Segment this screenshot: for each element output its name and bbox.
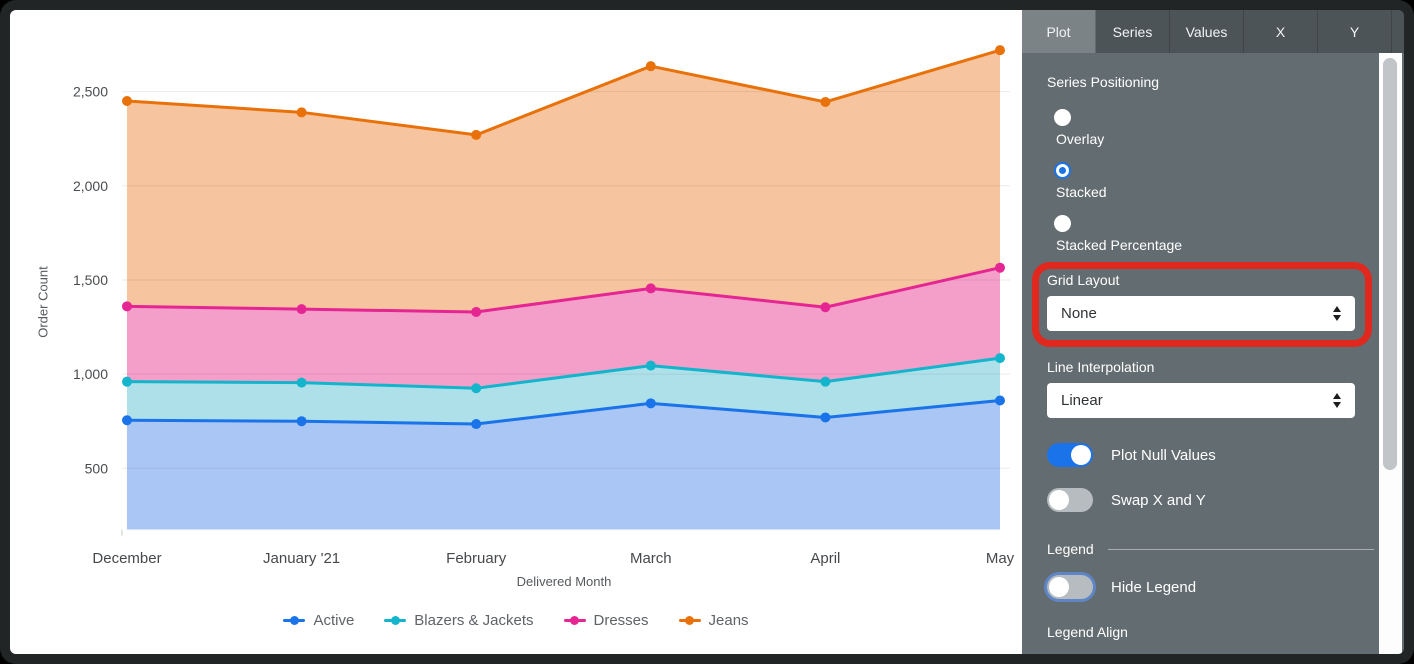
tab-y[interactable]: Y [1318,10,1392,53]
radio-stacked-percentage-label: Stacked Percentage [1056,237,1183,253]
radio-stacked-percentage[interactable] [1054,215,1071,232]
legend-marker-icon [678,616,701,625]
svg-text:2,500: 2,500 [73,84,108,100]
grid-layout-label: Grid Layout [1047,272,1120,288]
x-axis-title: Delivered Month [516,574,612,589]
x-axis-label: May [985,550,1015,567]
panel-scrollbar-thumb[interactable] [1383,58,1397,470]
radio-overlay[interactable] [1054,109,1071,126]
updown-arrows-icon [1333,393,1341,408]
x-axis-labels: December January '21 February March April May [10,550,1022,570]
svg-text:500: 500 [85,460,109,476]
stacked-area-chart[interactable]: 500 1,000 1,500 2,000 2,500 [10,10,1022,654]
legend-section-title: Legend [1047,541,1094,557]
hide-legend-toggle[interactable] [1047,575,1093,599]
legend-label: Blazers & Jackets [414,612,534,629]
hide-legend-label: Hide Legend [1111,578,1197,596]
plot-null-values-label: Plot Null Values [1111,446,1216,464]
radio-overlay-label: Overlay [1056,131,1105,147]
swap-x-and-y-label: Swap X and Y [1111,491,1206,509]
line-interpolation-value: Linear [1061,392,1103,409]
plot-null-values-toggle[interactable] [1047,443,1093,467]
settings-tabbar: Plot Series Values X Y [1022,10,1404,53]
grid-layout-select[interactable]: None [1047,296,1355,331]
tab-x[interactable]: X [1244,10,1318,53]
panel-scrollbar-track[interactable] [1379,53,1402,654]
swap-x-and-y-toggle[interactable] [1047,488,1093,512]
x-axis-label: February [446,550,507,567]
legend-label: Active [313,612,355,629]
legend-marker-icon [384,616,407,625]
tab-series[interactable]: Series [1096,10,1170,53]
chart-legend: Active Blazers & Jackets Dresses Jeans [10,612,1022,629]
grid-layout-value: None [1061,305,1097,322]
legend-align-label: Legend Align [1047,624,1128,640]
legend-label: Dresses [593,612,649,629]
tab-plot[interactable]: Plot [1022,10,1096,53]
radio-stacked[interactable] [1054,162,1071,179]
x-axis-label: January '21 [263,550,341,567]
svg-text:1,000: 1,000 [73,366,108,382]
legend-item[interactable]: Active [283,612,354,629]
legend-item[interactable]: Jeans [678,612,749,629]
series-positioning-label: Series Positioning [1047,74,1160,90]
radio-stacked-label: Stacked [1056,184,1107,200]
legend-marker-icon [563,616,586,625]
x-axis-label: March [629,550,672,567]
section-divider [1107,548,1374,550]
viz-settings-panel: Plot Series Values X Y Series Positionin… [1022,10,1404,654]
updown-arrows-icon [1333,306,1341,321]
svg-text:2,000: 2,000 [73,178,108,194]
svg-text:1,500: 1,500 [73,272,108,288]
legend-label: Jeans [708,612,749,629]
legend-marker-icon [283,616,306,625]
line-interpolation-label: Line Interpolation [1047,359,1155,375]
tab-values[interactable]: Values [1170,10,1244,53]
line-interpolation-select[interactable]: Linear [1047,383,1355,418]
y-axis-title: Order Count [35,266,51,338]
x-axis-label: December [92,550,162,567]
legend-item[interactable]: Blazers & Jackets [384,612,534,629]
chart-area: 500 1,000 1,500 2,000 2,500 Order Count Dece… [10,10,1022,654]
legend-item[interactable]: Dresses [563,612,649,629]
x-axis-label: April [810,550,841,567]
